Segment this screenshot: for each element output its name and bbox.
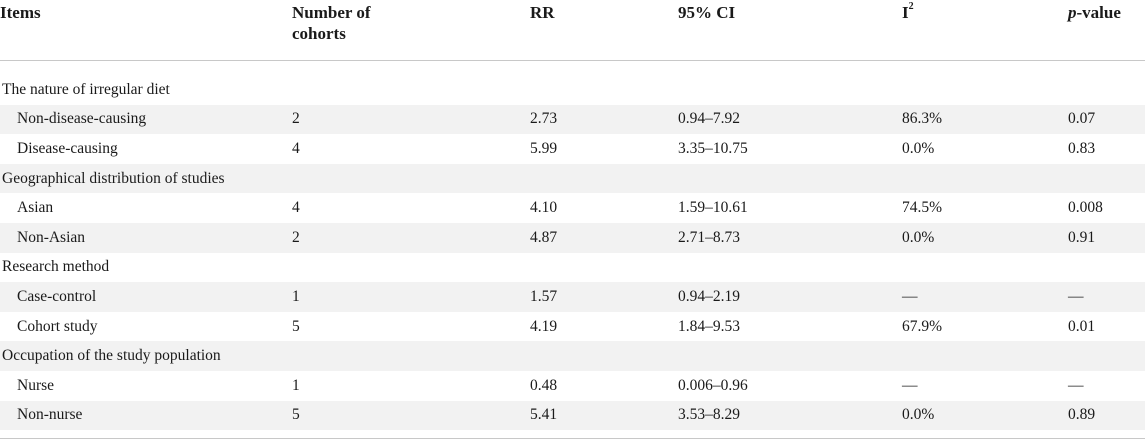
table-header: Items Number of cohorts RR 95% CI I2 p-v…	[0, 0, 1145, 61]
table-row: Non-Asian 2 4.87 2.71–8.73 0.0% 0.91	[0, 222, 1145, 253]
cell-rr: 5.41	[530, 406, 558, 424]
cell-cohorts: 2	[292, 110, 300, 128]
subgroup-table: Items Number of cohorts RR 95% CI I2 p-v…	[0, 0, 1145, 431]
group-row: Geographical distribution of studies	[0, 163, 1145, 194]
spacer-row	[0, 61, 1145, 76]
header-i2-base: I	[902, 3, 909, 22]
cell-cohorts: 1	[292, 287, 300, 305]
table-row: Asian 4 4.10 1.59–10.61 74.5% 0.008	[0, 193, 1145, 223]
cell-cohorts: 4	[292, 139, 300, 157]
cell-rr: 4.19	[530, 317, 558, 335]
cell-ci: 0.94–7.92	[678, 110, 740, 128]
header-items: Items	[0, 0, 292, 61]
cell-item: Asian	[17, 199, 54, 217]
header-i2-superscript: 2	[908, 1, 914, 13]
cell-i2: 86.3%	[902, 110, 943, 128]
results-table: Items Number of cohorts RR 95% CI I2 p-v…	[0, 0, 1145, 431]
cell-p-value: 0.07	[1068, 110, 1096, 128]
cell-ci: 2.71–8.73	[678, 228, 740, 246]
cell-ci: 3.53–8.29	[678, 406, 740, 424]
cell-p-value: —	[1068, 376, 1084, 394]
cell-i2: 67.9%	[902, 317, 943, 335]
cell-p-value: 0.83	[1068, 139, 1096, 157]
group-label: Research method	[2, 258, 110, 276]
cell-rr: 4.10	[530, 199, 558, 217]
cell-p-value: 0.91	[1068, 228, 1096, 246]
cell-p-value: 0.89	[1068, 406, 1096, 424]
group-label: Geographical distribution of studies	[2, 169, 225, 187]
cell-ci: 1.59–10.61	[678, 199, 748, 217]
cell-item: Non-disease-causing	[17, 110, 147, 128]
cell-item: Non-Asian	[17, 228, 86, 246]
cell-cohorts: 1	[292, 376, 300, 394]
table-bottom-rule	[0, 438, 1145, 439]
cell-rr: 4.87	[530, 228, 558, 246]
cell-i2: 0.0%	[902, 228, 935, 246]
cell-i2: —	[902, 376, 918, 394]
table-row: Disease-causing 4 5.99 3.35–10.75 0.0% 0.83	[0, 134, 1145, 164]
cell-rr: 5.99	[530, 139, 558, 157]
cell-ci: 3.35–10.75	[678, 139, 748, 157]
group-label: Occupation of the study population	[2, 347, 221, 365]
header-p-value: p-value	[1068, 0, 1145, 61]
cell-cohorts: 4	[292, 199, 300, 217]
header-ci: 95% CI	[678, 0, 902, 61]
cell-i2: —	[902, 287, 918, 305]
cell-i2: 0.0%	[902, 406, 935, 424]
cell-i2: 0.0%	[902, 139, 935, 157]
cell-cohorts: 2	[292, 228, 300, 246]
cell-item: Disease-causing	[17, 139, 118, 157]
cell-cohorts: 5	[292, 317, 300, 335]
header-cohorts: Number of cohorts	[292, 0, 530, 61]
cell-rr: 0.48	[530, 376, 558, 394]
table-body: The nature of irregular diet Non-disease-…	[0, 61, 1145, 431]
cell-ci: 0.006–0.96	[678, 376, 748, 394]
cell-p-value: —	[1068, 287, 1084, 305]
header-p-italic: p	[1068, 3, 1077, 22]
cell-rr: 1.57	[530, 287, 558, 305]
cell-cohorts: 5	[292, 406, 300, 424]
table-row: Cohort study 5 4.19 1.84–9.53 67.9% 0.01	[0, 312, 1145, 342]
table-row: Non-nurse 5 5.41 3.53–8.29 0.0% 0.89	[0, 400, 1145, 431]
cell-p-value: 0.01	[1068, 317, 1096, 335]
cell-item: Non-nurse	[17, 406, 83, 424]
cell-item: Nurse	[17, 376, 55, 394]
cell-i2: 74.5%	[902, 199, 943, 217]
header-p-rest: -value	[1076, 3, 1121, 22]
group-row: Occupation of the study population	[0, 341, 1145, 371]
header-rr: RR	[530, 0, 678, 61]
table-row: Nurse 1 0.48 0.006–0.96 — —	[0, 371, 1145, 401]
table-row: Non-disease-causing 2 2.73 0.94–7.92 86.3% 0.…	[0, 104, 1145, 135]
cell-p-value: 0.008	[1068, 199, 1103, 217]
group-label: The nature of irregular diet	[2, 80, 170, 98]
cell-item: Case-control	[17, 287, 97, 305]
table-row: Case-control 1 1.57 0.94–2.19 — —	[0, 282, 1145, 312]
cell-ci: 1.84–9.53	[678, 317, 740, 335]
group-row: The nature of irregular diet	[0, 75, 1145, 105]
cell-item: Cohort study	[17, 317, 98, 335]
cell-rr: 2.73	[530, 110, 558, 128]
cell-ci: 0.94–2.19	[678, 287, 740, 305]
group-row: Research method	[0, 253, 1145, 283]
header-i2: I2	[902, 0, 1068, 61]
